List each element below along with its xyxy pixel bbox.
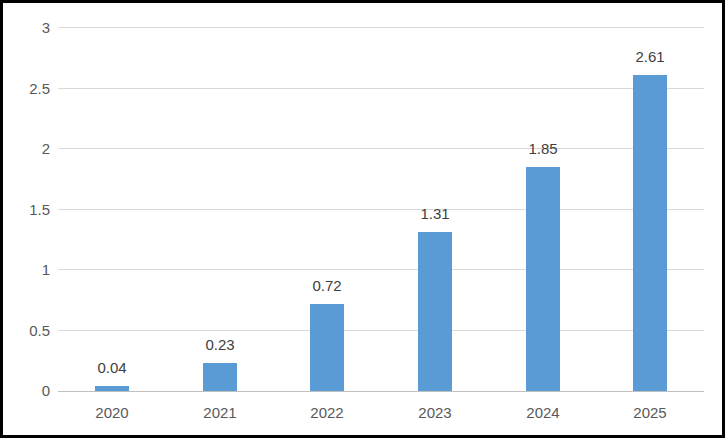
y-tick-label: 2.5 <box>10 81 50 96</box>
gridline <box>58 269 704 270</box>
bar-value-label: 0.04 <box>82 359 142 376</box>
bar-2025 <box>633 75 667 391</box>
gridline <box>58 27 704 28</box>
y-tick-label: 1 <box>10 262 50 277</box>
x-tick-label: 2022 <box>292 404 362 421</box>
x-tick-label: 2020 <box>77 404 147 421</box>
gridline <box>58 88 704 89</box>
y-tick-label: 1.5 <box>10 202 50 217</box>
gridline <box>58 148 704 149</box>
bar-value-label: 1.85 <box>513 140 573 157</box>
x-tick-label: 2024 <box>508 404 578 421</box>
bar-2024 <box>526 167 560 391</box>
plot-area: 0.04 0.23 0.72 1.31 1.85 2.61 <box>58 28 704 392</box>
y-tick-label: 3 <box>10 20 50 35</box>
y-tick-label: 0.5 <box>10 323 50 338</box>
y-tick-label: 0 <box>10 383 50 398</box>
bar-value-label: 1.31 <box>405 205 465 222</box>
bar-2022 <box>310 304 344 391</box>
bar-chart: 0 0.5 1 1.5 2 2.5 3 0.04 0.23 0.72 1.31 1.85 2.61 2… <box>0 0 725 438</box>
y-tick-label: 2 <box>10 141 50 156</box>
bar-value-label: 0.23 <box>190 336 250 353</box>
bar-2021 <box>203 363 237 391</box>
bar-value-label: 2.61 <box>620 48 680 65</box>
x-tick-label: 2021 <box>185 404 255 421</box>
x-tick-label: 2025 <box>615 404 685 421</box>
gridline <box>58 330 704 331</box>
gridline <box>58 209 704 210</box>
bar-2020 <box>95 386 129 391</box>
bar-2023 <box>418 232 452 391</box>
bar-value-label: 0.72 <box>297 277 357 294</box>
x-tick-label: 2023 <box>400 404 470 421</box>
